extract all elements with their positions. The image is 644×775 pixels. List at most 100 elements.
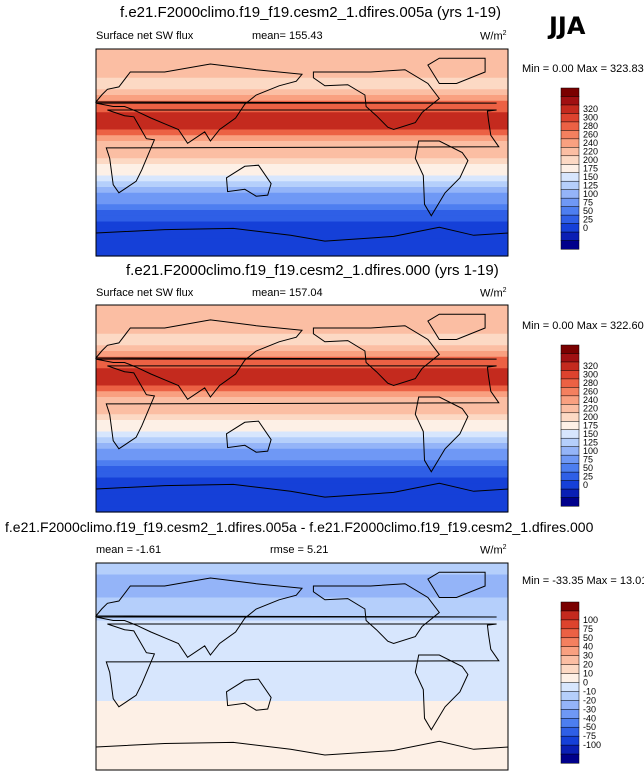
colorbar-tick-label: 75 xyxy=(583,624,593,634)
field-band xyxy=(96,233,508,240)
coastline-1 xyxy=(94,319,497,400)
field-band xyxy=(96,339,508,346)
field-band xyxy=(96,54,508,62)
colorbar-box xyxy=(560,637,580,648)
field-band xyxy=(96,574,508,581)
colorbar-tick-label: 50 xyxy=(583,633,593,643)
colorbar-box xyxy=(560,164,580,174)
colorbar-box xyxy=(560,172,580,182)
panel2-variable: Surface net SW flux xyxy=(96,287,194,299)
coastline-0 xyxy=(105,365,500,450)
colorbar-box xyxy=(560,121,580,131)
field-band xyxy=(96,603,508,610)
panel3-title: f.e21.F2000climo.f19_f19.cesm2_1.dfires.… xyxy=(5,519,594,535)
field-band xyxy=(96,210,508,217)
panel1-minmax: Min = 0.00 Max = 323.83 xyxy=(522,63,644,75)
colorbar-box xyxy=(560,726,580,737)
field-band xyxy=(96,609,508,616)
field-band xyxy=(96,402,508,410)
colorbar-tick-label: 50 xyxy=(583,463,593,473)
field-band xyxy=(96,477,508,484)
colorbar-box xyxy=(560,387,580,397)
field-band xyxy=(96,397,508,404)
field-band xyxy=(96,729,508,737)
colorbar-box xyxy=(560,197,580,208)
field-band xyxy=(96,152,508,159)
colorbar-box xyxy=(560,421,580,431)
colorbar-box xyxy=(560,130,580,140)
panel1-variable: Surface net SW flux xyxy=(96,30,194,42)
colorbar-box xyxy=(560,488,580,499)
colorbar-tick-label: 0 xyxy=(583,223,588,233)
season-label: JJA xyxy=(549,12,586,40)
colorbar-box xyxy=(560,628,580,639)
field-band xyxy=(96,425,508,433)
colorbar-box xyxy=(560,446,580,456)
colorbar-box xyxy=(560,223,580,233)
field-band xyxy=(96,379,508,387)
field-band xyxy=(96,198,508,205)
field-band xyxy=(96,437,508,444)
panel3-units: W/m2 xyxy=(480,544,507,557)
colorbar-tick-label: 200 xyxy=(583,412,598,422)
colorbar-tick-label: -100 xyxy=(583,740,601,750)
field-band xyxy=(96,500,508,507)
field-band xyxy=(96,238,508,246)
colorbar-box xyxy=(560,180,580,191)
colorbar-tick-label: 220 xyxy=(583,404,598,414)
panel1-units: W/m2 xyxy=(480,30,507,43)
field-band xyxy=(96,448,508,456)
map-panel-2 xyxy=(94,304,509,513)
field-band xyxy=(96,123,508,131)
colorbar-tick-label: 300 xyxy=(583,370,598,380)
field-band xyxy=(96,420,508,427)
field-band xyxy=(96,408,508,415)
field-band xyxy=(96,483,508,490)
field-band xyxy=(96,643,508,650)
colorbar-box xyxy=(560,744,580,755)
colorbar-tick-label: 150 xyxy=(583,429,598,439)
field-band xyxy=(96,660,508,668)
colorbar-box xyxy=(560,601,580,612)
field-band xyxy=(96,678,508,685)
colorbar-tick-label: 320 xyxy=(583,104,598,114)
field-band xyxy=(96,146,508,154)
panel1-mean: mean= 155.43 xyxy=(252,30,323,42)
colorbar-tick-label: 10 xyxy=(583,669,593,679)
field-band xyxy=(96,169,508,177)
colorbar-tick-label: -50 xyxy=(583,722,596,732)
field-band xyxy=(96,506,508,513)
field-band xyxy=(96,112,508,119)
field-band xyxy=(96,626,508,633)
colorbar-tick-label: 25 xyxy=(583,214,593,224)
field-band xyxy=(96,568,508,576)
field-band xyxy=(96,649,508,656)
colorbar-tick-label: 100 xyxy=(583,615,598,625)
field-band xyxy=(96,637,508,645)
colorbar-box xyxy=(560,619,580,630)
colorbar-box xyxy=(560,87,580,98)
field-band xyxy=(96,322,508,329)
field-band xyxy=(96,215,508,223)
field-band xyxy=(96,460,508,467)
field-band xyxy=(96,741,508,748)
field-band xyxy=(96,597,508,604)
field-band xyxy=(96,333,508,341)
field-band xyxy=(96,227,508,234)
colorbar-box xyxy=(560,753,580,764)
field-band xyxy=(96,706,508,714)
colorbar-box xyxy=(560,113,580,123)
colorbar-box xyxy=(560,96,580,106)
field-band xyxy=(96,310,508,318)
field-band xyxy=(96,614,508,622)
colorbar-box xyxy=(560,682,580,692)
colorbar-tick-label: 300 xyxy=(583,113,598,123)
colorbar-box xyxy=(560,412,580,422)
colorbar-box xyxy=(560,155,580,165)
colorbar-tick-label: 75 xyxy=(583,454,593,464)
field-band xyxy=(96,712,508,719)
colorbar-box xyxy=(560,240,580,250)
